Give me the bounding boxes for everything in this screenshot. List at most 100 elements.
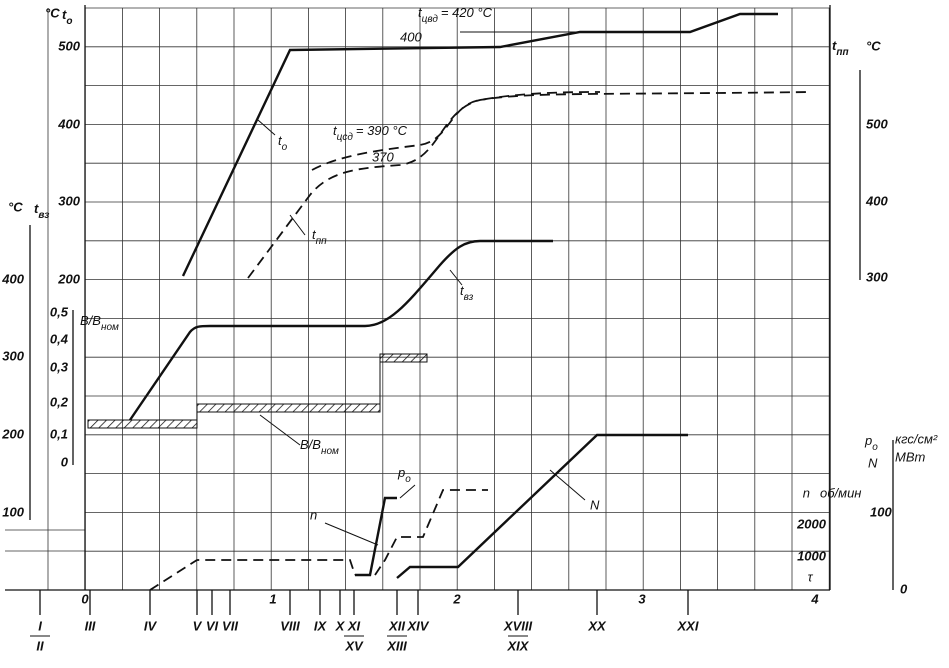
label: 400 [865,193,888,208]
annotation: = 390 °C [356,123,408,138]
label: XIV [407,618,430,633]
label: МВт [895,449,926,464]
subscript: цвд [422,14,439,25]
label: XVIII [503,618,533,633]
symbol: t [832,38,837,53]
subscript: o [282,142,288,153]
N-curve [396,433,688,579]
b-band [196,403,381,413]
symbol: t [62,7,67,22]
label: 100 [870,504,892,519]
subscript: пп [316,236,328,247]
symbol-label: tпп [832,38,849,57]
label: τ [808,569,814,584]
label: XX [587,618,607,633]
subscript: цсд [337,132,354,143]
symbol: B/B [80,313,101,328]
label: VI [206,618,219,633]
grid [5,7,830,591]
b-band [379,353,428,363]
symbol-label: B/Bном [300,437,339,456]
b-band [87,419,198,429]
symbol-label: tвз [460,283,474,302]
symbol: p [864,433,872,448]
symbol-label: to [62,7,72,26]
symbol: t [418,5,423,20]
label: 2 [452,591,461,606]
label: 200 [1,426,24,441]
symbol: t [278,133,283,148]
symbol-label: to [278,133,288,152]
label: 0 [900,581,908,596]
tcsd-curve [311,91,601,171]
label: 300 [866,269,888,284]
label: XIX [507,638,530,653]
symbol-label: po [864,433,878,452]
symbol: p [397,465,405,480]
label: 4 [810,591,819,606]
label: N [868,455,878,470]
label: XI [347,618,361,633]
label: 500 [866,116,888,131]
symbol-label: tцвд = 420 °C [418,5,493,24]
label: n [803,485,810,500]
n-dashed [149,559,356,591]
label: 400 [400,29,422,44]
tvz-curve [129,239,553,421]
label: XII [388,618,405,633]
label: кгс/см² [895,431,938,446]
label: 0,1 [50,426,68,441]
label: об/мин [820,485,861,500]
symbol: B/B [300,437,321,452]
label: 370 [372,149,394,164]
label: 0,5 [50,304,69,319]
label: 300 [2,348,24,363]
label: 400 [57,116,80,131]
label: VII [222,618,238,633]
label: 0 [61,454,69,469]
label: V [193,618,203,633]
label: 1000 [797,548,827,563]
label: °C [866,38,881,53]
label: 0,3 [50,359,69,374]
label: 0,4 [50,331,69,346]
label: II [36,638,44,653]
subscript: вз [464,292,474,303]
label: N [590,497,600,512]
subscript: пп [836,47,848,58]
symbol-label: tвз [34,201,49,220]
leader [259,414,301,446]
label: III [85,618,96,633]
label: 1 [269,591,276,606]
symbol: t [312,227,317,242]
leader [399,484,416,499]
symbol-label: tцсд = 390 °C [333,123,408,142]
subscript: o [405,474,411,485]
symbol-label: tпп [312,227,327,246]
subscript: вз [38,210,49,221]
label: °C [8,199,23,214]
label: XXI [677,618,699,633]
symbol: t [333,123,338,138]
label: 300 [58,193,80,208]
subscript: ном [101,322,119,333]
label: 400 [1,271,24,286]
label: VIII [280,618,300,633]
subscript: o [66,16,72,27]
label: I [38,618,42,633]
leader [449,269,463,286]
leader [289,214,306,236]
label: 100 [2,504,24,519]
label: 2000 [796,516,827,531]
symbol-label: po [397,465,411,484]
t0-curve [181,12,778,277]
tpp-curve [247,91,811,279]
label: IX [314,618,328,633]
symbol-label: B/Bном [80,313,119,332]
label: n [310,507,317,522]
label: °C [45,5,60,20]
symbol: t [34,201,39,216]
label: XIII [386,638,407,653]
